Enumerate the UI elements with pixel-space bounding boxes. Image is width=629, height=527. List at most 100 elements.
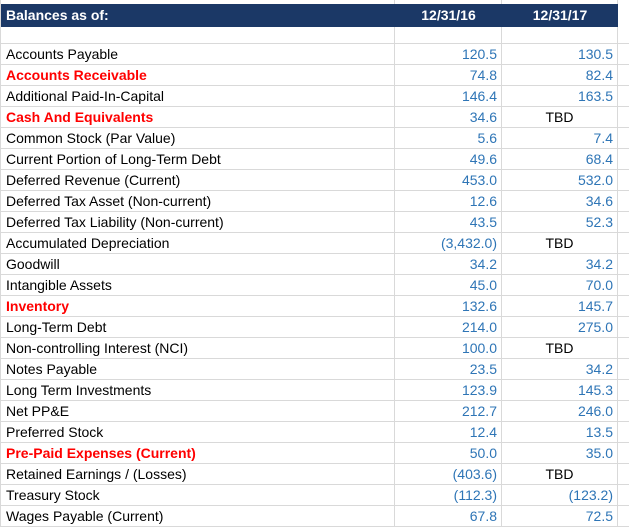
row-spacer-cell [618, 191, 629, 212]
row-label-cell[interactable]: Wages Payable (Current) [1, 506, 395, 527]
row-label-cell[interactable]: Long-Term Debt [1, 317, 395, 338]
row-label-cell[interactable]: Treasury Stock [1, 485, 395, 506]
value-cell-2017[interactable]: 52.3 [502, 212, 618, 233]
value-cell-2017[interactable]: 35.0 [502, 443, 618, 464]
row-spacer-cell [618, 485, 629, 506]
value-cell-2017[interactable]: 82.4 [502, 65, 618, 86]
value-cell-2016[interactable]: 12.6 [395, 191, 502, 212]
value-cell-2017[interactable]: TBD [502, 107, 618, 128]
value-cell-2017[interactable]: 532.0 [502, 170, 618, 191]
blank-label-cell[interactable] [1, 27, 395, 44]
value-cell-2016[interactable]: 67.8 [395, 506, 502, 527]
table-header-row: Balances as of: 12/31/16 12/31/17 [1, 4, 629, 27]
table-row: Accounts Payable 120.5 130.5 [1, 44, 629, 65]
row-label-cell[interactable]: Deferred Revenue (Current) [1, 170, 395, 191]
value-cell-2016[interactable]: (3,432.0) [395, 233, 502, 254]
row-label-cell[interactable]: Cash And Equivalents [1, 107, 395, 128]
value-cell-2016[interactable]: 146.4 [395, 86, 502, 107]
row-spacer-cell [618, 296, 629, 317]
value-cell-2016[interactable]: 120.5 [395, 44, 502, 65]
table-row: Treasury Stock (112.3) (123.2) [1, 485, 629, 506]
header-title-cell[interactable]: Balances as of: [1, 4, 395, 27]
value-cell-2016[interactable]: 453.0 [395, 170, 502, 191]
row-label-cell[interactable]: Retained Earnings / (Losses) [1, 464, 395, 485]
value-cell-2017[interactable]: 275.0 [502, 317, 618, 338]
row-label-cell[interactable]: Non-controlling Interest (NCI) [1, 338, 395, 359]
row-label-cell[interactable]: Accounts Payable [1, 44, 395, 65]
table-row: Wages Payable (Current) 67.8 72.5 [1, 506, 629, 527]
row-label-cell[interactable]: Additional Paid-In-Capital [1, 86, 395, 107]
table-row: Retained Earnings / (Losses) (403.6) TBD [1, 464, 629, 485]
value-cell-2017[interactable]: (123.2) [502, 485, 618, 506]
row-label-cell[interactable]: Inventory [1, 296, 395, 317]
row-label-cell[interactable]: Net PP&E [1, 401, 395, 422]
value-cell-2016[interactable]: 123.9 [395, 380, 502, 401]
table-row: Goodwill 34.2 34.2 [1, 254, 629, 275]
header-date-2017-cell[interactable]: 12/31/17 [502, 4, 618, 27]
value-cell-2016[interactable]: 49.6 [395, 149, 502, 170]
value-cell-2016[interactable]: 74.8 [395, 65, 502, 86]
row-spacer-cell [618, 338, 629, 359]
row-label-cell[interactable]: Preferred Stock [1, 422, 395, 443]
value-cell-2017[interactable]: 34.2 [502, 254, 618, 275]
row-spacer-cell [618, 254, 629, 275]
value-cell-2017[interactable]: TBD [502, 464, 618, 485]
row-spacer-cell [618, 422, 629, 443]
table-row: Deferred Tax Asset (Non-current) 12.6 34… [1, 191, 629, 212]
row-label-cell[interactable]: Common Stock (Par Value) [1, 128, 395, 149]
row-label-cell[interactable]: Intangible Assets [1, 275, 395, 296]
table-row: Preferred Stock 12.4 13.5 [1, 422, 629, 443]
row-label-cell[interactable]: Goodwill [1, 254, 395, 275]
value-cell-2016[interactable]: (112.3) [395, 485, 502, 506]
value-cell-2017[interactable]: 7.4 [502, 128, 618, 149]
value-cell-2017[interactable]: 130.5 [502, 44, 618, 65]
table-row: Pre-Paid Expenses (Current) 50.0 35.0 [1, 443, 629, 464]
value-cell-2016[interactable]: 43.5 [395, 212, 502, 233]
row-label-cell[interactable]: Deferred Tax Asset (Non-current) [1, 191, 395, 212]
value-cell-2016[interactable]: 132.6 [395, 296, 502, 317]
row-label-cell[interactable]: Pre-Paid Expenses (Current) [1, 443, 395, 464]
row-label-cell[interactable]: Notes Payable [1, 359, 395, 380]
row-label-cell[interactable]: Current Portion of Long-Term Debt [1, 149, 395, 170]
value-cell-2016[interactable]: 50.0 [395, 443, 502, 464]
value-cell-2016[interactable]: 212.7 [395, 401, 502, 422]
value-cell-2017[interactable]: 246.0 [502, 401, 618, 422]
value-cell-2016[interactable]: 214.0 [395, 317, 502, 338]
row-label-cell[interactable]: Long Term Investments [1, 380, 395, 401]
table-row: Long-Term Debt 214.0 275.0 [1, 317, 629, 338]
row-spacer-cell [618, 275, 629, 296]
value-cell-2017[interactable]: 13.5 [502, 422, 618, 443]
value-cell-2016[interactable]: (403.6) [395, 464, 502, 485]
value-cell-2017[interactable]: TBD [502, 338, 618, 359]
row-spacer-cell [618, 44, 629, 65]
value-cell-2016[interactable]: 100.0 [395, 338, 502, 359]
blank-col2-cell[interactable] [502, 27, 618, 44]
value-cell-2017[interactable]: 34.2 [502, 359, 618, 380]
row-spacer-cell [618, 233, 629, 254]
row-label-cell[interactable]: Accumulated Depreciation [1, 233, 395, 254]
row-label-cell[interactable]: Deferred Tax Liability (Non-current) [1, 212, 395, 233]
value-cell-2016[interactable]: 45.0 [395, 275, 502, 296]
table-row: Common Stock (Par Value) 5.6 7.4 [1, 128, 629, 149]
value-cell-2017[interactable]: TBD [502, 233, 618, 254]
value-cell-2016[interactable]: 34.2 [395, 254, 502, 275]
row-label-cell[interactable]: Accounts Receivable [1, 65, 395, 86]
value-cell-2016[interactable]: 34.6 [395, 107, 502, 128]
value-cell-2017[interactable]: 70.0 [502, 275, 618, 296]
table-row: Intangible Assets 45.0 70.0 [1, 275, 629, 296]
value-cell-2017[interactable]: 34.6 [502, 191, 618, 212]
value-cell-2017[interactable]: 72.5 [502, 506, 618, 527]
value-cell-2016[interactable]: 12.4 [395, 422, 502, 443]
blank-col1-cell[interactable] [395, 27, 502, 44]
row-spacer-cell [618, 359, 629, 380]
value-cell-2017[interactable]: 145.3 [502, 380, 618, 401]
row-spacer-cell [618, 317, 629, 338]
header-date-2016-cell[interactable]: 12/31/16 [395, 4, 502, 27]
value-cell-2016[interactable]: 5.6 [395, 128, 502, 149]
value-cell-2017[interactable]: 163.5 [502, 86, 618, 107]
value-cell-2017[interactable]: 68.4 [502, 149, 618, 170]
table-row: Cash And Equivalents 34.6 TBD [1, 107, 629, 128]
value-cell-2016[interactable]: 23.5 [395, 359, 502, 380]
value-cell-2017[interactable]: 145.7 [502, 296, 618, 317]
